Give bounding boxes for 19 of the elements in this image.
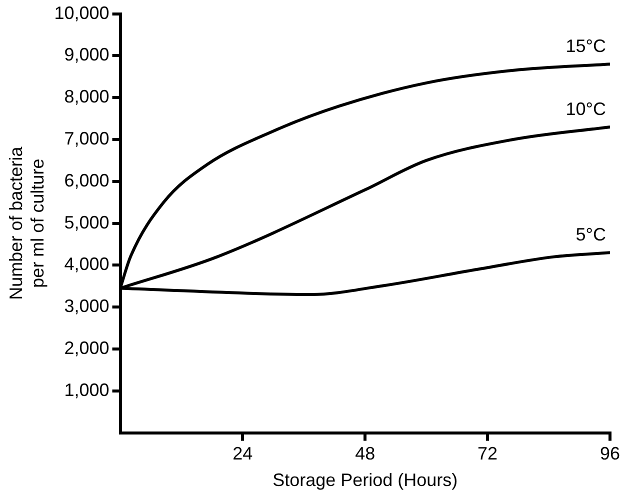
x-axis-title: Storage Period (Hours) xyxy=(272,470,458,490)
y-tick-label: 1,000 xyxy=(64,380,110,400)
y-tick-label: 10,000 xyxy=(54,2,110,23)
y-tick-label: 8,000 xyxy=(64,86,110,107)
y-tick-label: 7,000 xyxy=(64,128,110,148)
y-tick-label: 3,000 xyxy=(64,296,110,316)
y-tick-label: 9,000 xyxy=(64,44,110,65)
y-tick-label: 2,000 xyxy=(64,338,110,358)
y-tick-label: 5,000 xyxy=(64,212,110,232)
y-tick-label: 4,000 xyxy=(64,254,110,274)
x-tick-label: 24 xyxy=(232,444,253,464)
series-label: 5°C xyxy=(576,224,606,245)
series-label: 15°C xyxy=(566,36,606,56)
y-axis-title: Number of bacteria per ml of culture xyxy=(6,146,48,300)
x-tick-label: 96 xyxy=(600,444,620,464)
x-tick-label: 72 xyxy=(478,444,498,464)
y-tick-label: 6,000 xyxy=(64,170,110,190)
x-tick-label: 48 xyxy=(355,444,376,464)
series-label: 10°C xyxy=(566,98,606,119)
